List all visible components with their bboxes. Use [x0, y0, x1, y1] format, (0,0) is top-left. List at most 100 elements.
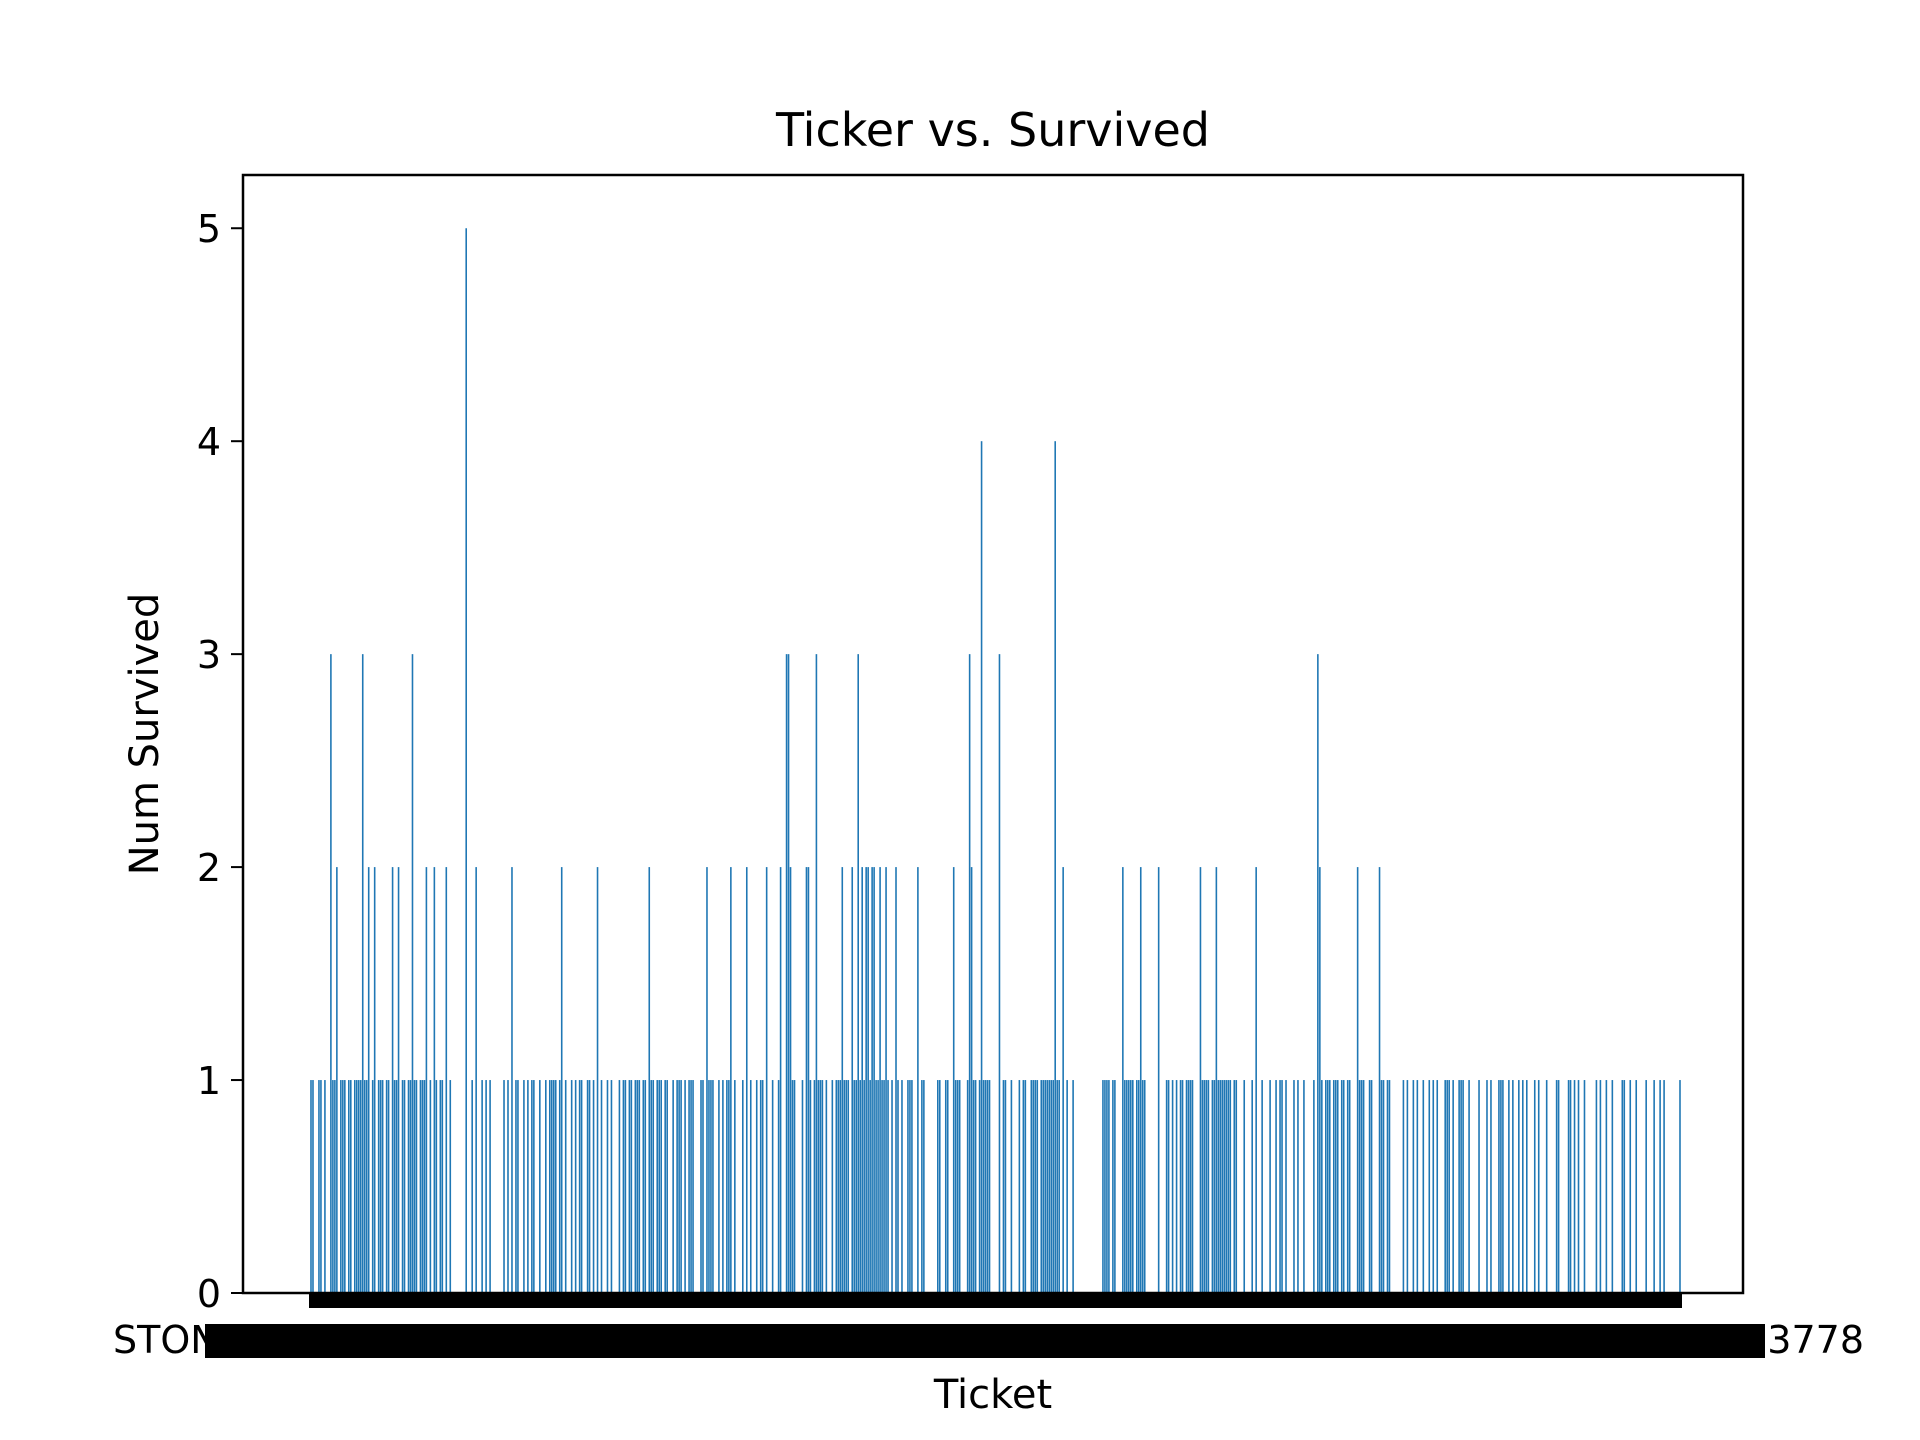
bar-566 — [1436, 1080, 1439, 1293]
bar-599 — [1502, 1080, 1504, 1293]
bar-448 — [1201, 1080, 1204, 1293]
bar-506 — [1317, 654, 1319, 1293]
bar-330 — [966, 1080, 969, 1293]
bar-494 — [1293, 1080, 1295, 1293]
bar-648 — [1599, 1080, 1602, 1293]
bar-326 — [958, 1080, 961, 1293]
bar-20 — [350, 1080, 352, 1293]
bar-279 — [865, 867, 867, 1293]
bar-219 — [745, 867, 748, 1293]
bar-185 — [678, 1080, 680, 1293]
bar-274 — [855, 1080, 858, 1293]
bar-217 — [742, 1080, 744, 1293]
bar-49 — [407, 1080, 410, 1293]
bar-598 — [1500, 1080, 1502, 1293]
bar-287 — [881, 1080, 883, 1293]
bar-315 — [937, 1080, 939, 1293]
bar-273 — [853, 1080, 856, 1293]
bar-101 — [511, 867, 513, 1293]
bar-602 — [1508, 1080, 1510, 1293]
bar-364 — [1034, 1080, 1037, 1293]
bar-666 — [1635, 1080, 1638, 1293]
bar-464 — [1233, 1080, 1236, 1293]
bar-416 — [1137, 1080, 1140, 1293]
bar-455 — [1215, 867, 1218, 1293]
bar-521 — [1346, 1080, 1349, 1293]
bar-295 — [897, 1080, 899, 1293]
bar-13 — [336, 867, 338, 1293]
bar-15 — [340, 1080, 342, 1293]
bar-172 — [652, 1080, 655, 1293]
bar-526 — [1356, 867, 1359, 1293]
bar-52 — [413, 1080, 416, 1293]
bar-146 — [600, 1080, 603, 1293]
bar-556 — [1416, 1080, 1419, 1293]
bar-211 — [730, 867, 732, 1293]
y-tick-label-0: 0 — [197, 1272, 221, 1316]
bar-121 — [550, 1080, 553, 1293]
bar-209 — [726, 1080, 728, 1293]
bar-126 — [560, 867, 563, 1293]
bar-375 — [1056, 1080, 1058, 1293]
bar-161 — [630, 1080, 633, 1293]
bar-340 — [986, 1080, 989, 1293]
bar-268 — [843, 1080, 846, 1293]
bar-289 — [885, 867, 887, 1293]
bar-438 — [1181, 1080, 1184, 1293]
bar-51 — [411, 654, 414, 1293]
bar-286 — [879, 867, 881, 1293]
bar-607 — [1518, 1080, 1520, 1293]
bar-363 — [1032, 1080, 1035, 1293]
bar-104 — [517, 1080, 519, 1293]
bar-232 — [771, 1080, 774, 1293]
bar-518 — [1340, 1080, 1343, 1293]
bar-10 — [330, 654, 332, 1293]
bar-250 — [807, 867, 810, 1293]
bar-186 — [680, 1080, 682, 1293]
bar-442 — [1189, 1080, 1192, 1293]
bar-359 — [1024, 1080, 1027, 1293]
bar-182 — [672, 1080, 674, 1293]
bar-611 — [1525, 1080, 1528, 1293]
bar-277 — [861, 867, 863, 1293]
bar-103 — [515, 1080, 517, 1293]
bar-192 — [692, 1080, 694, 1293]
bar-570 — [1444, 1080, 1446, 1293]
bar-443 — [1191, 1080, 1194, 1293]
bar-1 — [312, 1080, 314, 1293]
bar-574 — [1452, 1080, 1454, 1293]
bar-224 — [755, 1080, 758, 1293]
bar-167 — [642, 1080, 645, 1293]
bar-22 — [353, 1080, 356, 1293]
bar-205 — [718, 1080, 720, 1293]
bar-398 — [1102, 1080, 1104, 1293]
y-tick-label-2: 2 — [197, 846, 221, 890]
bar-7 — [324, 1080, 326, 1293]
bar-56 — [421, 1080, 424, 1293]
bar-549 — [1402, 1080, 1405, 1293]
bar-507 — [1319, 867, 1321, 1293]
bar-511 — [1327, 1080, 1329, 1293]
bar-221 — [749, 1080, 752, 1293]
bar-278 — [863, 1080, 865, 1293]
bar-160 — [628, 1080, 631, 1293]
bar-83 — [475, 867, 477, 1293]
bar-142 — [592, 1080, 595, 1293]
bar-70 — [449, 1080, 452, 1293]
bar-331 — [968, 654, 971, 1293]
bar-564 — [1432, 1080, 1435, 1293]
bar-368 — [1042, 1080, 1045, 1293]
bar-196 — [700, 1080, 702, 1293]
bar-26 — [361, 654, 364, 1293]
bar-488 — [1281, 1080, 1283, 1293]
bar-247 — [801, 1080, 804, 1293]
bar-349 — [1004, 1080, 1007, 1293]
bar-275 — [857, 654, 859, 1293]
bar-239 — [785, 654, 788, 1293]
bar-201 — [710, 1080, 712, 1293]
bar-171 — [650, 1080, 653, 1293]
bar-53 — [415, 1080, 418, 1293]
bar-155 — [618, 1080, 621, 1293]
bar-447 — [1199, 867, 1202, 1293]
bar-435 — [1175, 1080, 1178, 1293]
